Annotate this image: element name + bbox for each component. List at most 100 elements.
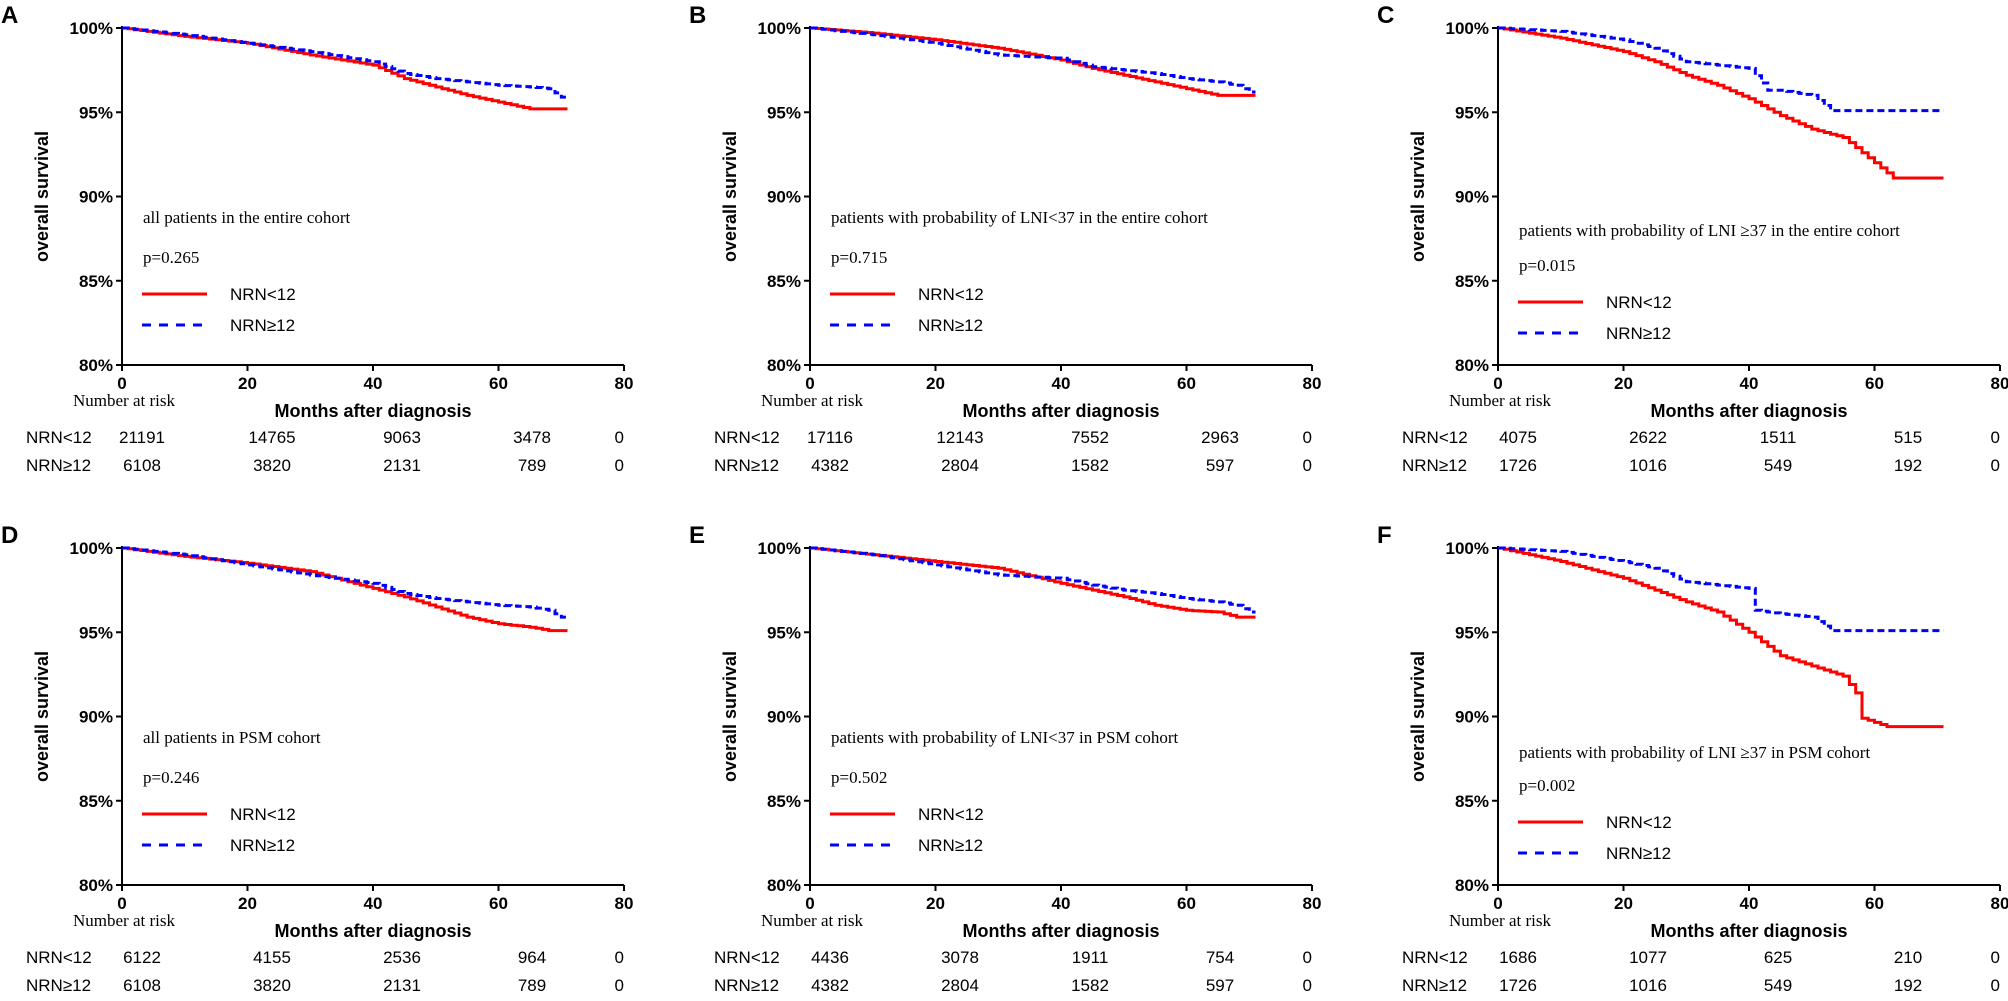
legend-label: NRN≥12 (1606, 324, 1671, 343)
legend-label: NRN≥12 (230, 316, 295, 335)
y-tick-label: 95% (767, 103, 801, 122)
risk-count: 6108 (123, 976, 161, 995)
risk-count: 192 (1894, 456, 1922, 475)
x-axis-title: Months after diagnosis (962, 921, 1159, 941)
risk-count: 549 (1764, 976, 1792, 995)
y-tick-label: 100% (70, 19, 113, 38)
risk-count: 0 (1303, 948, 1312, 967)
risk-row-label: NRN<12 (1402, 948, 1468, 967)
y-tick-label: 95% (1455, 623, 1489, 642)
panel-label: F (1377, 522, 1392, 549)
y-tick-label: 90% (1455, 708, 1489, 727)
risk-count: 2131 (383, 456, 421, 475)
risk-count: 549 (1764, 456, 1792, 475)
risk-table-title: Number at risk (1449, 911, 1551, 930)
risk-table-title: Number at risk (1449, 391, 1551, 410)
risk-count: 1016 (1629, 976, 1667, 995)
x-tick-label: 20 (238, 374, 257, 393)
legend-label: NRN<12 (1606, 813, 1672, 832)
x-tick-label: 0 (1493, 374, 1502, 393)
p-value: p=0.502 (831, 768, 887, 787)
cohort-annotation: patients with probability of LNI<37 in t… (831, 208, 1208, 227)
y-tick-label: 95% (1455, 103, 1489, 122)
y-axis-title: overall survival (720, 651, 740, 782)
y-tick-label: 85% (767, 272, 801, 291)
risk-table-title: Number at risk (761, 391, 863, 410)
legend-label: NRN≥12 (918, 316, 983, 335)
x-tick-label: 0 (805, 894, 814, 913)
km-panel-e: E 80% 85% 90% 95% 100% 0 20 40 60 80 overall surviv… (689, 522, 1321, 995)
x-tick-label: 60 (1177, 374, 1196, 393)
x-axis-title: Months after diagnosis (274, 921, 471, 941)
y-tick-label: 90% (767, 188, 801, 207)
risk-count: 2131 (383, 976, 421, 995)
risk-count: 964 (518, 948, 546, 967)
x-tick-label: 20 (238, 894, 257, 913)
legend-label: NRN<12 (1606, 293, 1672, 312)
legend-label: NRN<12 (230, 285, 296, 304)
x-tick-label: 0 (805, 374, 814, 393)
y-tick-label: 100% (1446, 539, 1489, 558)
x-tick-label: 80 (615, 374, 634, 393)
y-tick-label: 100% (758, 19, 801, 38)
risk-count: 1726 (1499, 456, 1537, 475)
cohort-annotation: patients with probability of LNI<37 in P… (831, 728, 1178, 747)
risk-count: 3820 (253, 976, 291, 995)
risk-count: 0 (1303, 456, 1312, 475)
x-tick-label: 80 (1991, 374, 2008, 393)
risk-count: 3078 (941, 948, 979, 967)
x-tick-label: 60 (489, 374, 508, 393)
risk-row-label: NRN<12 (26, 948, 92, 967)
risk-count: 4382 (811, 456, 849, 475)
risk-count: 0 (1303, 976, 1312, 995)
risk-count: 1582 (1071, 456, 1109, 475)
y-tick-label: 90% (79, 188, 113, 207)
y-tick-label: 85% (767, 792, 801, 811)
cohort-annotation: patients with probability of LNI ≥37 in … (1519, 221, 1900, 240)
risk-count: 1016 (1629, 456, 1667, 475)
y-tick-label: 80% (79, 356, 113, 375)
risk-count: 1077 (1629, 948, 1667, 967)
cohort-annotation: all patients in the entire cohort (143, 208, 351, 227)
risk-count: 4155 (253, 948, 291, 967)
y-tick-label: 95% (79, 623, 113, 642)
y-axis-title: overall survival (32, 651, 52, 782)
legend-label: NRN≥12 (918, 836, 983, 855)
y-tick-label: 85% (1455, 792, 1489, 811)
risk-count: 2804 (941, 456, 979, 475)
x-tick-label: 60 (1865, 374, 1884, 393)
risk-count: 4382 (811, 976, 849, 995)
risk-count: 0 (615, 948, 624, 967)
x-tick-label: 80 (1303, 894, 1322, 913)
risk-count: 0 (1991, 456, 2000, 475)
risk-count: 1511 (1760, 428, 1797, 447)
risk-count: 789 (518, 976, 546, 995)
y-tick-label: 80% (1455, 876, 1489, 895)
y-tick-label: 80% (79, 876, 113, 895)
p-value: p=0.002 (1519, 776, 1575, 795)
p-value: p=0.246 (143, 768, 199, 787)
survival-curve-nrn-ge12 (1498, 26, 1944, 113)
km-panel-c: C 80% 85% 90% 95% 100% 0 20 40 60 80 overall surviv… (1377, 2, 2008, 475)
risk-count: 597 (1206, 976, 1234, 995)
x-tick-label: 40 (1740, 894, 1759, 913)
risk-count: 2536 (383, 948, 421, 967)
x-tick-label: 40 (1740, 374, 1759, 393)
risk-count: 0 (615, 976, 624, 995)
risk-count: 7552 (1071, 428, 1109, 447)
x-axis-title: Months after diagnosis (1650, 921, 1847, 941)
km-panel-b: B 80% 85% 90% 95% 100% 0 20 40 60 80 overall surviv… (689, 2, 1321, 475)
x-tick-label: 20 (1614, 374, 1633, 393)
y-tick-label: 80% (767, 356, 801, 375)
legend-label: NRN≥12 (230, 836, 295, 855)
panel-label: C (1377, 2, 1394, 29)
risk-count: 3478 (513, 428, 551, 447)
risk-count: 6122 (123, 948, 161, 967)
x-tick-label: 0 (1493, 894, 1502, 913)
risk-row-label: NRN<12 (1402, 428, 1468, 447)
risk-count: 1726 (1499, 976, 1537, 995)
x-tick-label: 20 (1614, 894, 1633, 913)
risk-count: 17116 (807, 428, 853, 447)
y-tick-label: 100% (758, 539, 801, 558)
survival-curve-nrn-ge12 (810, 26, 1256, 94)
